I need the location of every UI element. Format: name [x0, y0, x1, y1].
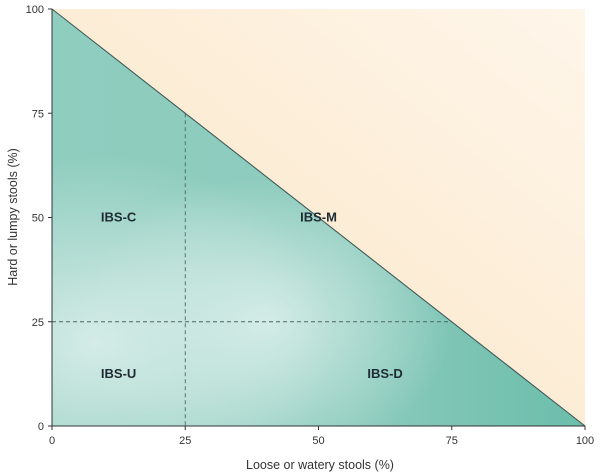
- region-label-ibs-c: IBS-C: [101, 210, 137, 225]
- diagonal-boundary-line: [51, 8, 586, 427]
- region-label-ibs-u: IBS-U: [101, 366, 136, 381]
- region-label-ibs-m: IBS-M: [300, 210, 337, 225]
- y-tick-label: 25: [32, 317, 44, 329]
- y-tick-label: 0: [38, 421, 44, 433]
- x-tick-label: 50: [312, 435, 324, 447]
- y-tick-label: 50: [32, 213, 44, 225]
- y-tick-label: 100: [26, 4, 44, 16]
- y-tick-label: 75: [32, 108, 44, 120]
- region-label-ibs-d: IBS-D: [367, 366, 402, 381]
- x-tick-label: 75: [446, 435, 458, 447]
- x-axis-title: Loose or watery stools (%): [246, 458, 394, 472]
- x-tick-label: 25: [179, 435, 191, 447]
- y-axis-title: Hard or lumpy stools (%): [6, 148, 20, 286]
- x-tick-label: 0: [49, 435, 55, 447]
- x-tick-label: 100: [576, 435, 594, 447]
